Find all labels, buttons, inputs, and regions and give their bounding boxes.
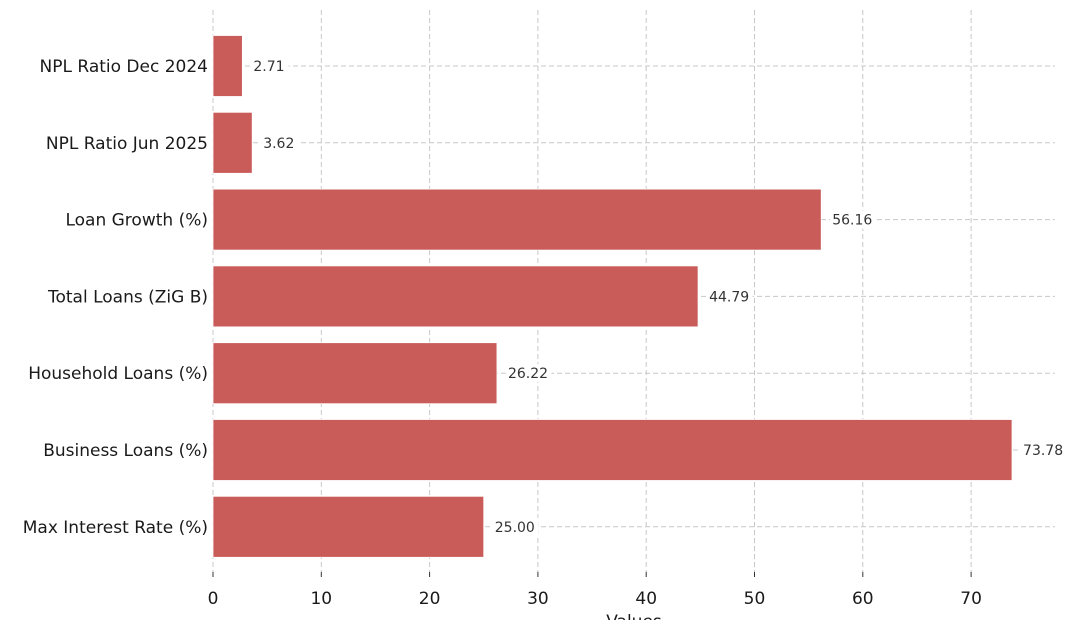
category-label: NPL Ratio Dec 2024: [40, 57, 208, 77]
value-label: 73.78: [1023, 443, 1063, 459]
x-tick-label: 60: [852, 589, 874, 609]
value-label: 3.62: [263, 136, 294, 152]
x-tick-label: 40: [635, 589, 657, 609]
value-label-background: [251, 57, 289, 75]
value-label: 44.79: [709, 289, 749, 305]
category-label: NPL Ratio Jun 2025: [46, 134, 208, 154]
bar: [212, 495, 485, 558]
value-label-background: [1021, 441, 1067, 459]
x-tick-label: 70: [960, 589, 982, 609]
value-label-background: [492, 517, 539, 536]
category-labels: NPL Ratio Dec 2024 NPL Ratio Jun 2025 Loan…: [23, 57, 208, 538]
value-label-background: [830, 210, 876, 229]
x-axis-ticks: 0 10 20 30 40 50 60 70: [208, 572, 982, 609]
value-label: 25.00: [495, 520, 535, 536]
value-label: 26.22: [508, 366, 548, 382]
value-label-background: [261, 133, 299, 152]
category-label: Max Interest Rate (%): [23, 518, 208, 538]
category-label: Household Loans (%): [28, 364, 208, 384]
value-label: 56.16: [832, 213, 872, 229]
x-tick-label: 10: [310, 589, 332, 609]
value-labels: 2.71 3.62 56.16 44.79 26.22 73.78 25.00: [251, 57, 1067, 536]
category-label: Loan Growth (%): [65, 211, 208, 231]
category-label: Business Loans (%): [43, 441, 208, 461]
bar: [212, 35, 243, 97]
x-tick-label: 0: [208, 589, 219, 609]
value-label: 2.71: [253, 59, 284, 75]
bar: [212, 419, 1013, 481]
bars: [212, 35, 1013, 558]
category-label: Total Loans (ZiG B): [47, 287, 208, 307]
x-tick-label: 50: [744, 589, 766, 609]
x-tick-label: 30: [527, 589, 549, 609]
x-tick-label: 20: [419, 589, 441, 609]
bar: [212, 111, 253, 174]
x-axis-title: Values: [606, 612, 662, 620]
bar: [212, 342, 498, 405]
value-label-background: [505, 364, 552, 383]
bar: [212, 265, 699, 328]
value-label-background: [707, 287, 753, 306]
bar: [212, 188, 822, 251]
